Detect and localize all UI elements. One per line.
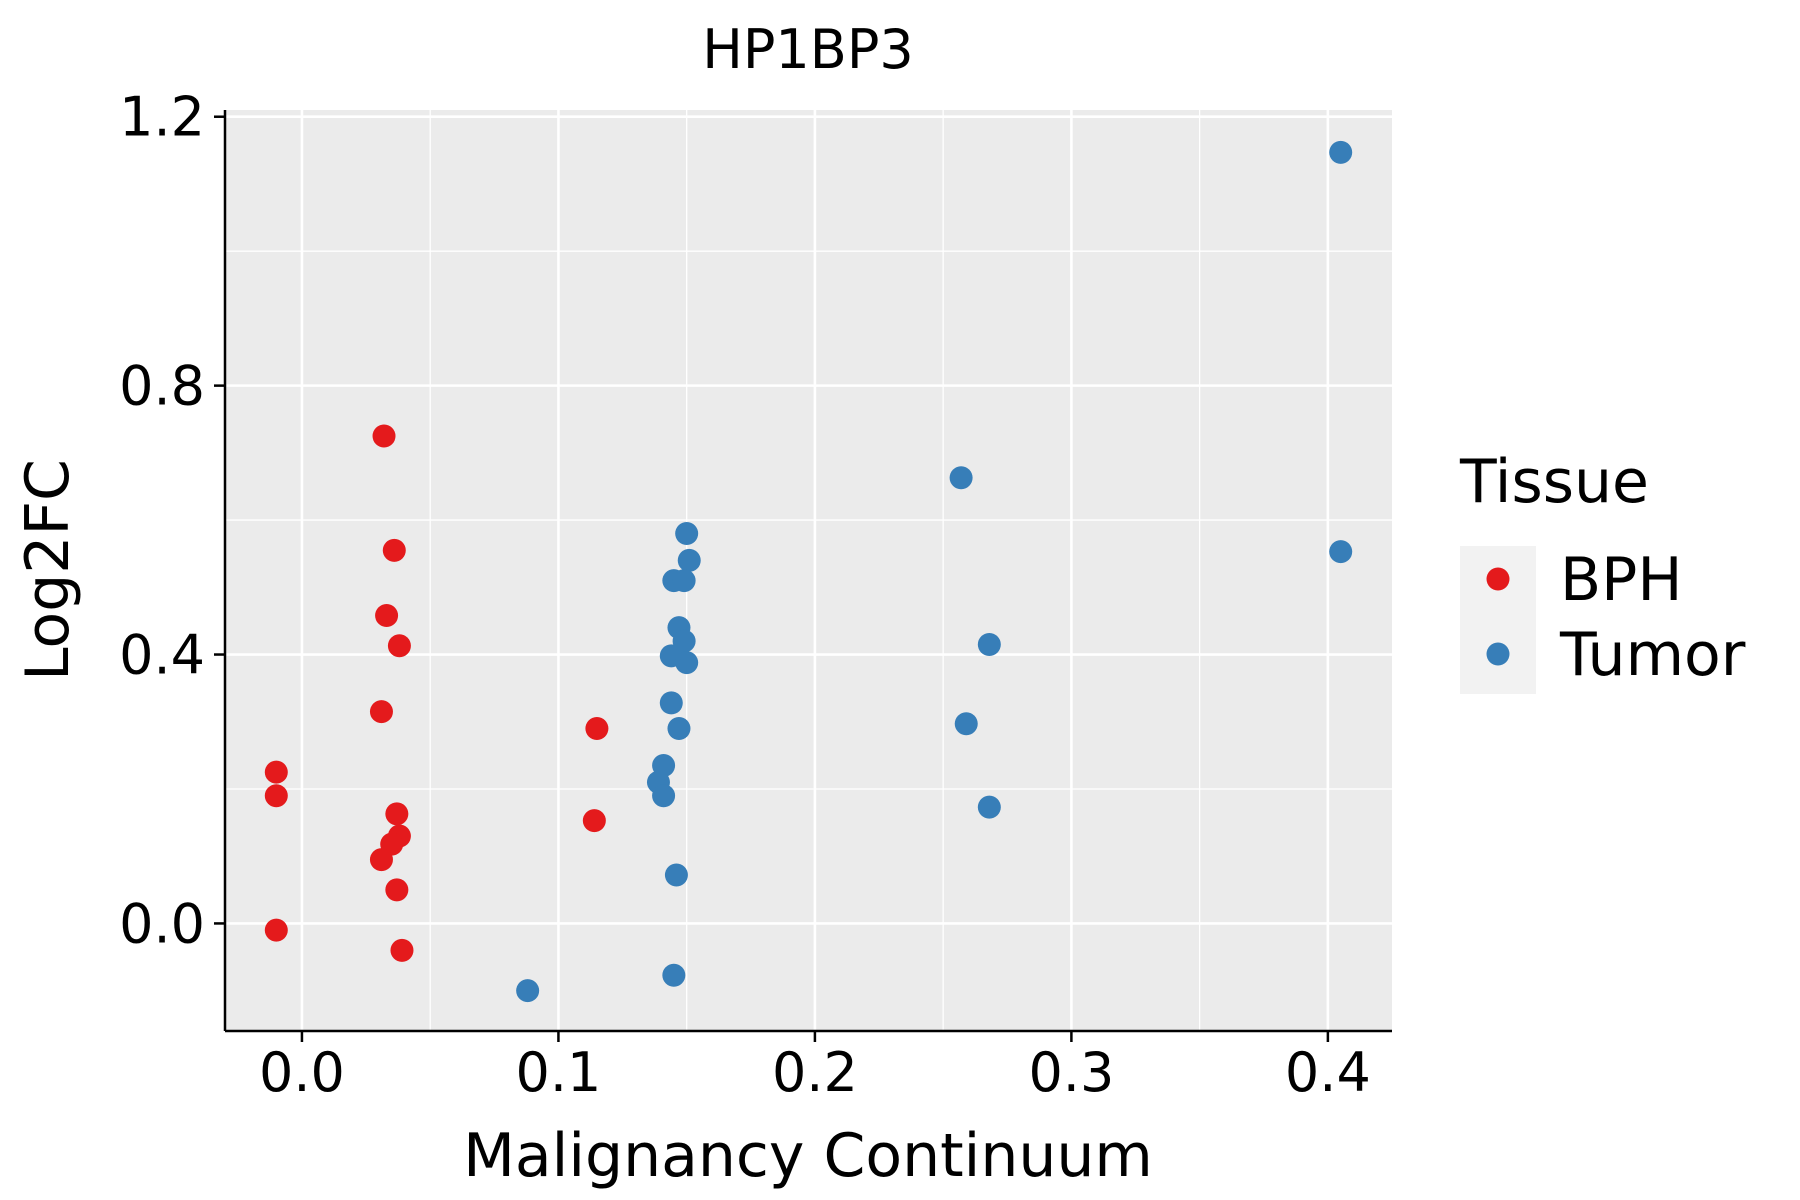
y-tick-label: 1.2 xyxy=(119,86,205,149)
y-axis-ticks: 0.0 0.4 0.8 1.2 xyxy=(119,86,225,955)
bph-point xyxy=(390,938,414,962)
legend-key-bph xyxy=(1486,567,1510,591)
y-axis-label: Log2FC xyxy=(13,459,83,681)
major-gridlines xyxy=(225,110,1392,1031)
tumor-point xyxy=(664,863,688,887)
bph-point xyxy=(585,716,609,740)
bph-point xyxy=(375,604,399,628)
x-axis-label: Malignancy Continuum xyxy=(463,1121,1153,1191)
panel-background xyxy=(225,110,1392,1031)
bph-point xyxy=(582,809,606,833)
tumor-point xyxy=(1329,540,1353,564)
legend-key-tumor xyxy=(1486,642,1510,666)
tumor-point xyxy=(1329,140,1353,164)
legend-title: Tissue xyxy=(1459,447,1649,517)
bph-point xyxy=(372,424,396,448)
legend-label-bph: BPH xyxy=(1560,545,1682,615)
tumor-point xyxy=(662,963,686,987)
x-axis-ticks: 0.0 0.1 0.2 0.3 0.4 xyxy=(259,1031,1371,1104)
y-tick-label: 0.8 xyxy=(119,355,205,418)
bph-point xyxy=(264,784,288,808)
tumor-point xyxy=(672,569,696,593)
tumor-point xyxy=(667,716,691,740)
data-points xyxy=(264,140,1353,1003)
legend-label-tumor: Tumor xyxy=(1559,620,1746,690)
tumor-point xyxy=(516,979,540,1003)
x-tick-label: 0.2 xyxy=(772,1041,858,1104)
bph-point xyxy=(382,538,406,562)
bph-point xyxy=(369,848,393,872)
x-tick-label: 0.3 xyxy=(1028,1041,1114,1104)
bph-point xyxy=(385,802,409,826)
bph-point xyxy=(387,634,411,658)
tumor-point xyxy=(954,712,978,736)
bph-point xyxy=(264,760,288,784)
tumor-point xyxy=(675,651,699,675)
tumor-point xyxy=(977,795,1001,819)
tumor-point xyxy=(949,466,973,490)
x-tick-label: 0.1 xyxy=(515,1041,601,1104)
y-tick-label: 0.4 xyxy=(119,624,205,687)
y-tick-label: 0.0 xyxy=(119,892,205,955)
tumor-point xyxy=(677,548,701,572)
tumor-point xyxy=(977,632,1001,656)
tumor-point xyxy=(652,784,676,808)
x-tick-label: 0.4 xyxy=(1285,1041,1371,1104)
bph-point xyxy=(264,918,288,942)
tumor-point xyxy=(659,691,683,715)
axes xyxy=(223,110,1392,1033)
bph-point xyxy=(369,700,393,724)
bph-point xyxy=(385,878,409,902)
tumor-point xyxy=(675,522,699,546)
chart-title: HP1BP3 xyxy=(702,18,914,81)
x-tick-label: 0.0 xyxy=(259,1041,345,1104)
